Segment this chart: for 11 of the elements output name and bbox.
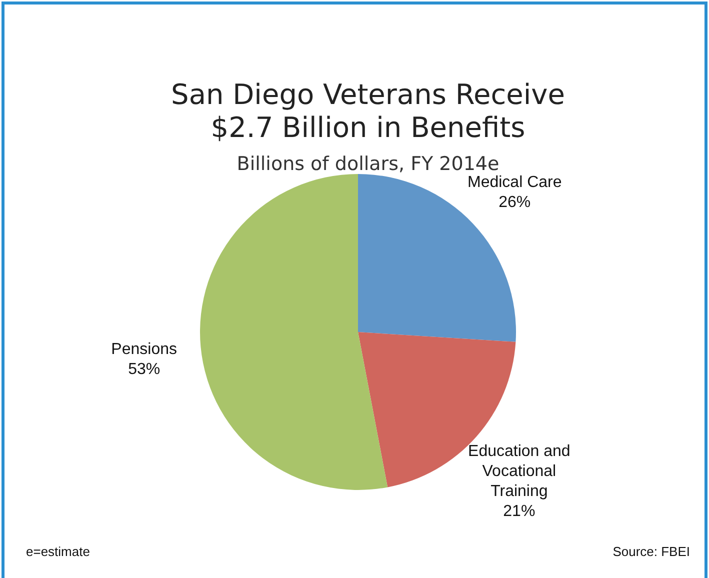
chart-subtitle: Billions of dollars, FY 2014e bbox=[236, 153, 500, 175]
pie-slice bbox=[200, 174, 388, 490]
text: e=estimate bbox=[26, 544, 90, 559]
chart-title: San Diego Veterans Receive $2.7 Billion in Benefits bbox=[171, 78, 565, 144]
slice-label: Education and Vocational Training bbox=[468, 443, 570, 500]
data-label: 53% bbox=[128, 361, 160, 378]
slice-label: Pensions bbox=[111, 341, 177, 358]
source-note: Source: FBEI bbox=[612, 544, 690, 559]
slice-label: Medical Care bbox=[468, 174, 562, 191]
data-label: 21% bbox=[503, 503, 536, 520]
data-label: 26% bbox=[498, 194, 531, 211]
